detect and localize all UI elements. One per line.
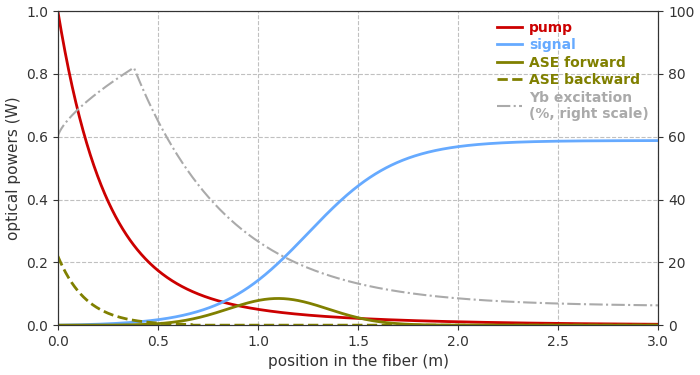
Legend: pump, signal, ASE forward, ASE backward, Yb excitation
(%, right scale): pump, signal, ASE forward, ASE backward,…: [491, 15, 654, 126]
Y-axis label: optical powers (W): optical powers (W): [6, 96, 20, 240]
X-axis label: position in the fiber (m): position in the fiber (m): [267, 354, 449, 369]
